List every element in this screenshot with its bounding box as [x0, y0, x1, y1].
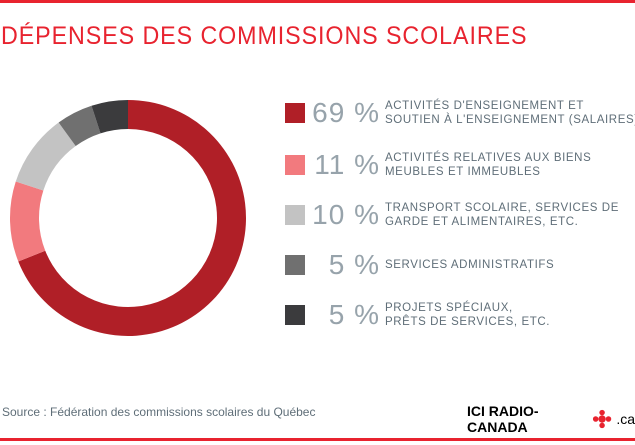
logo-text: ICI RADIO-CANADA	[467, 403, 539, 435]
legend-label: ACTIVITÉS D'ENSEIGNEMENT ET SOUTIEN À L'…	[385, 100, 635, 126]
legend-swatch	[285, 155, 305, 175]
legend-swatch	[285, 255, 305, 275]
donut-slice-1	[10, 181, 46, 262]
bottom-rule	[0, 438, 635, 441]
legend-percent: 10 %	[312, 199, 380, 230]
radio-canada-logo: ICI RADIO-CANADA .ca	[467, 403, 635, 435]
legend-percent: 69 %	[312, 97, 380, 128]
legend-swatch	[285, 103, 305, 123]
source-note: Source : Fédération des commissions scol…	[2, 405, 316, 419]
legend-label: PROJETS SPÉCIAUX, PRÊTS DE SERVICES, ETC…	[385, 302, 551, 328]
legend-swatch	[285, 305, 305, 325]
legend-percent: 5 %	[328, 249, 380, 280]
donut-slice-3	[58, 105, 101, 146]
chart-title: DÉPENSES DES COMMISSIONS SCOLAIRES	[1, 22, 528, 50]
cbc-gem-icon	[593, 409, 612, 429]
donut-chart	[10, 100, 246, 336]
legend-label: TRANSPORT SCOLAIRE, SERVICES DE GARDE ET…	[385, 202, 619, 228]
legend-percent: 5 %	[328, 299, 380, 330]
legend-swatch	[285, 205, 305, 225]
top-rule	[0, 0, 635, 3]
logo-suffix: .ca	[616, 411, 635, 427]
donut-slice-4	[91, 100, 128, 134]
donut-slice-2	[15, 122, 76, 191]
legend-label: SERVICES ADMINISTRATIFS	[385, 259, 555, 271]
legend-percent: 11 %	[314, 149, 380, 180]
legend-label: ACTIVITÉS RELATIVES AUX BIENS MEUBLES ET…	[385, 152, 592, 178]
